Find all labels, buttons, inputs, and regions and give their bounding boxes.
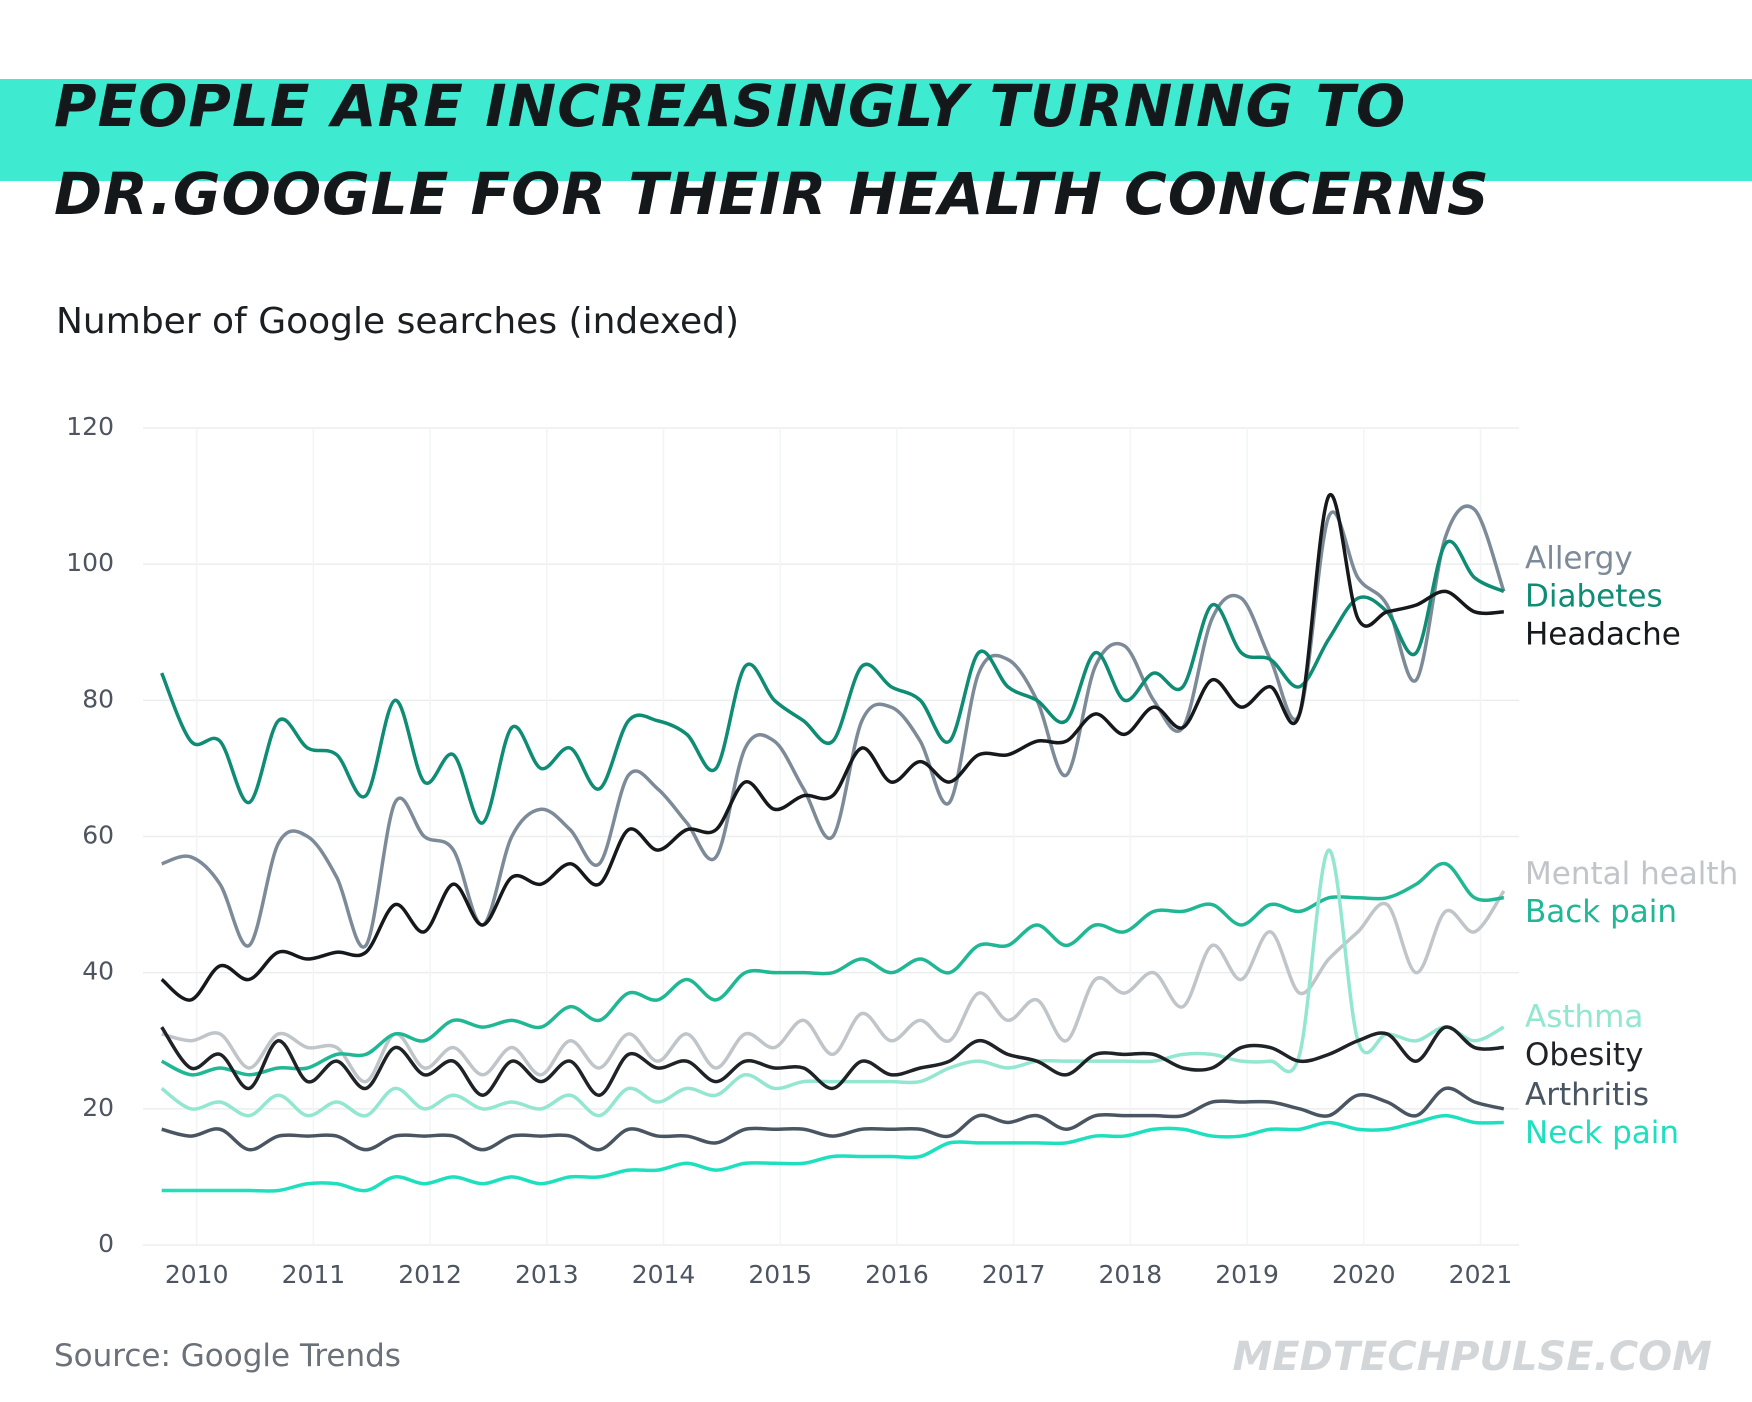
y-tick-label: 100	[66, 548, 114, 577]
chart-title: PEOPLE ARE INCREASINGLY TURNING TO	[54, 72, 1406, 140]
x-tick-label: 2021	[1449, 1260, 1513, 1289]
legend-label: Back pain	[1525, 894, 1677, 930]
legend-label: Allergy	[1525, 541, 1633, 577]
y-tick-label: 120	[66, 412, 114, 441]
line-series	[161, 1086, 1505, 1152]
subtitle: Number of Google searches (indexed)	[56, 301, 739, 342]
legend-label: Mental health	[1525, 856, 1738, 892]
x-tick-label: 2017	[982, 1260, 1046, 1289]
x-tick-label: 2018	[1099, 1260, 1163, 1289]
chart-title: DR.GOOGLE FOR THEIR HEALTH CONCERNS	[54, 160, 1490, 228]
legend-label: Headache	[1525, 617, 1681, 653]
x-tick-label: 2016	[865, 1260, 929, 1289]
y-tick-label: 80	[82, 684, 114, 713]
title-band	[0, 79, 1752, 181]
legend-label: Obesity	[1525, 1037, 1643, 1073]
brand: MEDTECHPULSE.COM	[1232, 1334, 1712, 1380]
line-series	[161, 504, 1506, 949]
line-series	[161, 889, 1506, 1084]
y-tick-label: 20	[82, 1093, 114, 1122]
x-tick-label: 2011	[282, 1260, 346, 1289]
x-tick-label: 2013	[515, 1260, 579, 1289]
y-tick-label: 40	[82, 957, 114, 986]
x-tick-label: 2014	[632, 1260, 696, 1289]
line-series	[160, 492, 1504, 1002]
y-tick-label: 60	[82, 821, 114, 850]
x-tick-label: 2012	[398, 1260, 462, 1289]
y-tick-label: 0	[98, 1229, 114, 1258]
line-series	[160, 539, 1505, 825]
legend-label: Diabetes	[1525, 579, 1663, 615]
line-series	[160, 861, 1504, 1077]
line-series	[160, 1025, 1504, 1097]
legend-label: Neck pain	[1525, 1115, 1679, 1151]
x-tick-label: 2019	[1215, 1260, 1279, 1289]
legend-label: Arthritis	[1525, 1077, 1649, 1113]
legend-label: Asthma	[1525, 999, 1643, 1035]
x-tick-label: 2015	[748, 1260, 812, 1289]
line-series	[161, 1113, 1504, 1193]
source: Source: Google Trends	[54, 1338, 401, 1374]
x-tick-label: 2020	[1332, 1260, 1396, 1289]
line-series	[160, 848, 1505, 1118]
x-tick-label: 2010	[165, 1260, 229, 1289]
